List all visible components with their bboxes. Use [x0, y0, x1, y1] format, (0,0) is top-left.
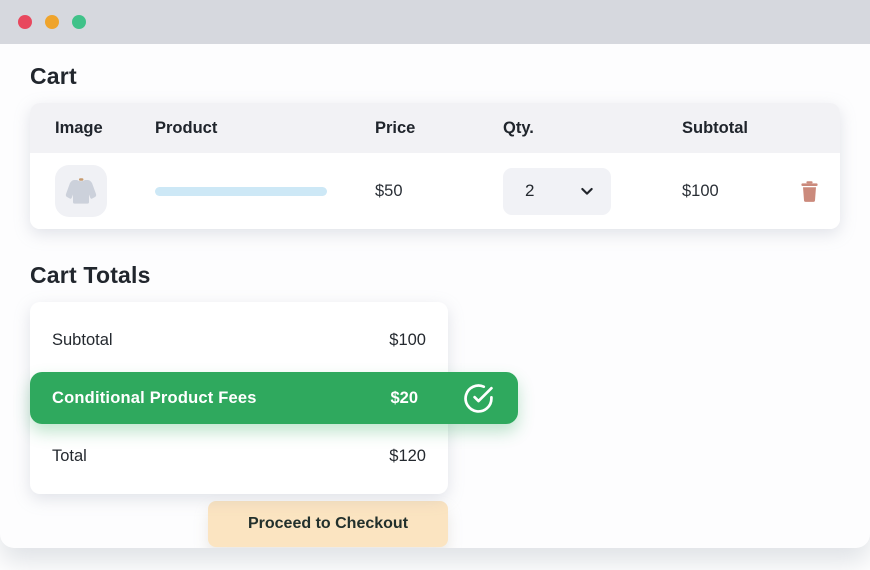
cart-heading: Cart [30, 63, 77, 89]
product-name-placeholder [155, 186, 327, 196]
close-window-dot[interactable] [18, 15, 32, 29]
chevron-down-icon [581, 187, 593, 195]
column-header-product: Product [155, 118, 218, 137]
total-label: Total [52, 446, 87, 465]
column-header-image: Image [55, 118, 103, 137]
conditional-product-fees-row: Conditional Product Fees $20 [30, 372, 518, 424]
quantity-value: 2 [525, 181, 535, 200]
quantity-select[interactable]: 2 [503, 167, 611, 215]
cart-totals-heading: Cart Totals [30, 262, 151, 288]
item-price: $50 [375, 181, 403, 200]
trash-icon [801, 180, 818, 202]
fee-label: Conditional Product Fees [52, 388, 257, 407]
product-image [55, 165, 107, 217]
cart-table: Image Product Price Qty. Subtotal $50 2 [30, 103, 840, 229]
subtotal-value: $100 [389, 330, 426, 349]
fee-applied-toggle[interactable] [463, 383, 494, 414]
cart-totals-card: Subtotal $100 Conditional Product Fees $… [30, 302, 518, 494]
proceed-to-checkout-button[interactable]: Proceed to Checkout [208, 501, 448, 547]
totals-row-total: Total $120 [30, 427, 448, 485]
fee-value: $20 [390, 388, 418, 407]
window-titlebar [0, 0, 870, 44]
remove-item-button[interactable] [798, 178, 821, 205]
maximize-window-dot[interactable] [72, 15, 86, 29]
column-header-price: Price [375, 118, 416, 137]
column-header-subtotal: Subtotal [682, 118, 748, 137]
cart-item-row: $50 2 $100 [30, 153, 840, 229]
column-header-qty: Qty. [503, 118, 534, 137]
browser-window: Cart Image Product Price Qty. Subtotal [0, 0, 870, 548]
subtotal-label: Subtotal [52, 330, 113, 349]
page-content: Cart Image Product Price Qty. Subtotal [0, 63, 870, 547]
totals-row-subtotal: Subtotal $100 [30, 311, 448, 369]
minimize-window-dot[interactable] [45, 15, 59, 29]
sweater-icon [65, 178, 97, 204]
cart-table-header: Image Product Price Qty. Subtotal [30, 103, 840, 153]
item-subtotal: $100 [682, 181, 719, 200]
check-circle-icon [464, 383, 493, 413]
total-value: $120 [389, 446, 426, 465]
